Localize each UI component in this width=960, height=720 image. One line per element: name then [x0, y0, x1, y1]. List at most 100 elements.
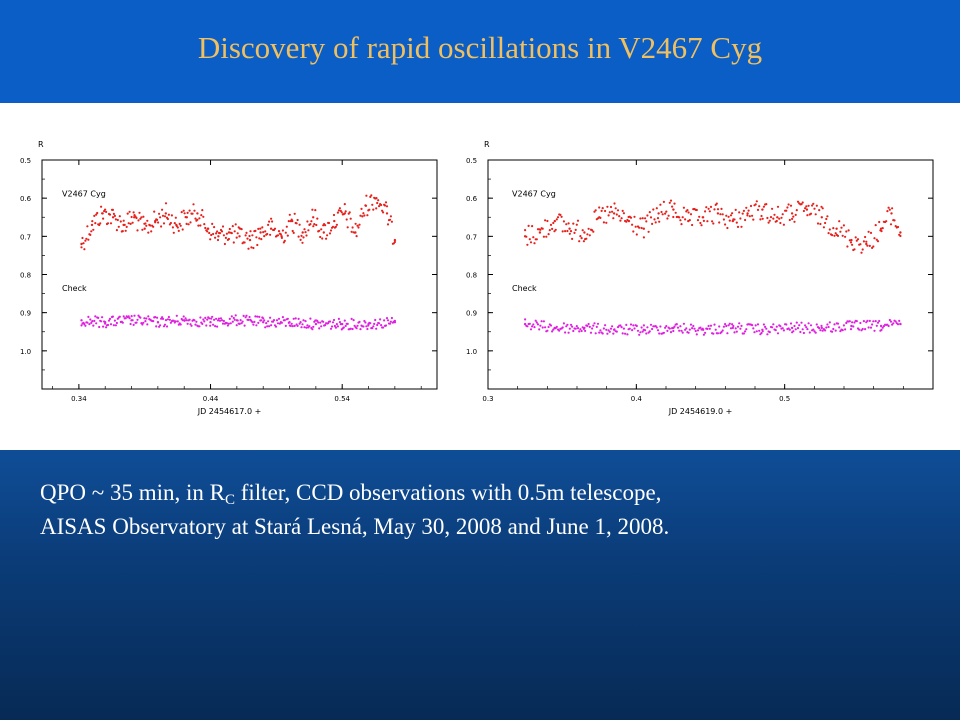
check-data-point — [588, 325, 591, 328]
star-data-point — [182, 209, 185, 212]
star-data-point — [621, 209, 624, 212]
check-data-point — [712, 332, 715, 335]
check-data-point — [386, 319, 390, 322]
check-data-point — [541, 326, 544, 329]
star-data-point — [244, 234, 247, 237]
star-anchor-point — [343, 212, 346, 215]
star-data-point — [715, 202, 718, 205]
check-data-point — [873, 329, 876, 332]
check-data-point — [334, 326, 337, 329]
star-data-point — [256, 243, 259, 247]
star-data-point — [647, 230, 650, 233]
star-data-point — [668, 201, 671, 204]
check-data-point — [272, 319, 276, 322]
check-data-point — [587, 322, 590, 326]
star-data-point — [300, 234, 303, 237]
star-data-point — [713, 208, 716, 211]
star-anchor-point — [385, 212, 389, 215]
star-data-point — [200, 214, 203, 217]
star-anchor-point — [393, 238, 397, 242]
check-data-point — [532, 323, 535, 326]
star-data-point — [796, 200, 800, 203]
star-data-point — [659, 203, 662, 206]
star-data-point — [149, 224, 152, 227]
star-anchor-point — [538, 231, 542, 234]
star-data-point — [867, 230, 870, 233]
star-anchor-point — [820, 216, 823, 219]
check-data-point — [111, 315, 114, 318]
star-data-point — [844, 235, 847, 238]
check-data-point — [546, 329, 549, 332]
star-data-point — [851, 243, 854, 246]
star-data-point — [153, 210, 156, 213]
star-data-point — [102, 217, 105, 220]
x-tick-label: 0.44 — [203, 395, 219, 403]
check-data-point — [755, 330, 758, 333]
star-data-point — [122, 219, 125, 222]
star-data-point — [855, 239, 858, 242]
star-data-point — [360, 207, 363, 210]
check-data-point — [579, 328, 582, 331]
star-anchor-point — [154, 219, 157, 223]
star-anchor-point — [164, 212, 167, 215]
check-data-point — [388, 322, 392, 325]
star-data-point — [644, 217, 647, 220]
star-data-point — [209, 238, 212, 241]
star-data-point — [355, 235, 358, 238]
y-tick-label: 0.5 — [466, 157, 477, 165]
star-anchor-point — [598, 216, 601, 219]
star-data-point — [150, 230, 153, 233]
star-data-point — [531, 225, 534, 228]
check-data-point — [343, 319, 346, 322]
star-data-point — [716, 208, 720, 211]
check-data-point — [127, 315, 130, 318]
star-data-point — [819, 222, 822, 226]
check-data-point — [162, 325, 166, 328]
series-label-star: V2467 Cyg — [512, 189, 556, 198]
star-data-point — [807, 204, 810, 207]
star-data-point — [163, 215, 167, 218]
star-data-point — [578, 240, 581, 243]
star-data-point — [227, 237, 230, 241]
star-data-point — [887, 206, 890, 209]
check-data-point — [866, 319, 869, 322]
check-data-point — [132, 323, 135, 326]
check-data-point — [145, 317, 148, 320]
star-data-point — [90, 230, 93, 233]
caption-line-1-text: QPO ~ 35 min, in R — [40, 480, 225, 505]
star-data-point — [673, 202, 676, 205]
star-anchor-point — [101, 212, 104, 215]
check-data-point — [765, 327, 768, 330]
star-data-point — [888, 208, 891, 211]
check-data-point — [827, 325, 830, 329]
check-data-point — [84, 324, 87, 327]
star-data-point — [298, 223, 301, 226]
check-data-point — [876, 321, 880, 324]
star-data-point — [646, 214, 649, 217]
star-anchor-point — [790, 212, 794, 215]
check-data-point — [83, 323, 86, 326]
check-data-point — [129, 322, 132, 326]
star-data-point — [885, 220, 888, 223]
check-data-point — [821, 329, 824, 332]
check-data-point — [375, 327, 378, 330]
star-data-point — [594, 209, 597, 212]
star-data-point — [268, 220, 271, 223]
star-data-point — [230, 232, 233, 235]
check-data-point — [258, 315, 261, 318]
check-data-point — [806, 328, 809, 331]
check-data-point — [87, 315, 90, 318]
star-data-point — [105, 210, 108, 213]
star-data-point — [653, 218, 656, 221]
check-data-point — [742, 332, 746, 335]
y-tick-label: 0.8 — [20, 272, 31, 280]
check-data-point — [731, 323, 734, 326]
check-data-point — [141, 323, 144, 326]
star-data-point — [591, 229, 594, 232]
check-data-point — [721, 329, 724, 332]
check-data-point — [124, 317, 127, 320]
check-data-point — [112, 324, 115, 327]
check-data-point — [572, 329, 575, 333]
check-data-point — [692, 324, 695, 328]
check-anchor-point — [393, 321, 397, 324]
